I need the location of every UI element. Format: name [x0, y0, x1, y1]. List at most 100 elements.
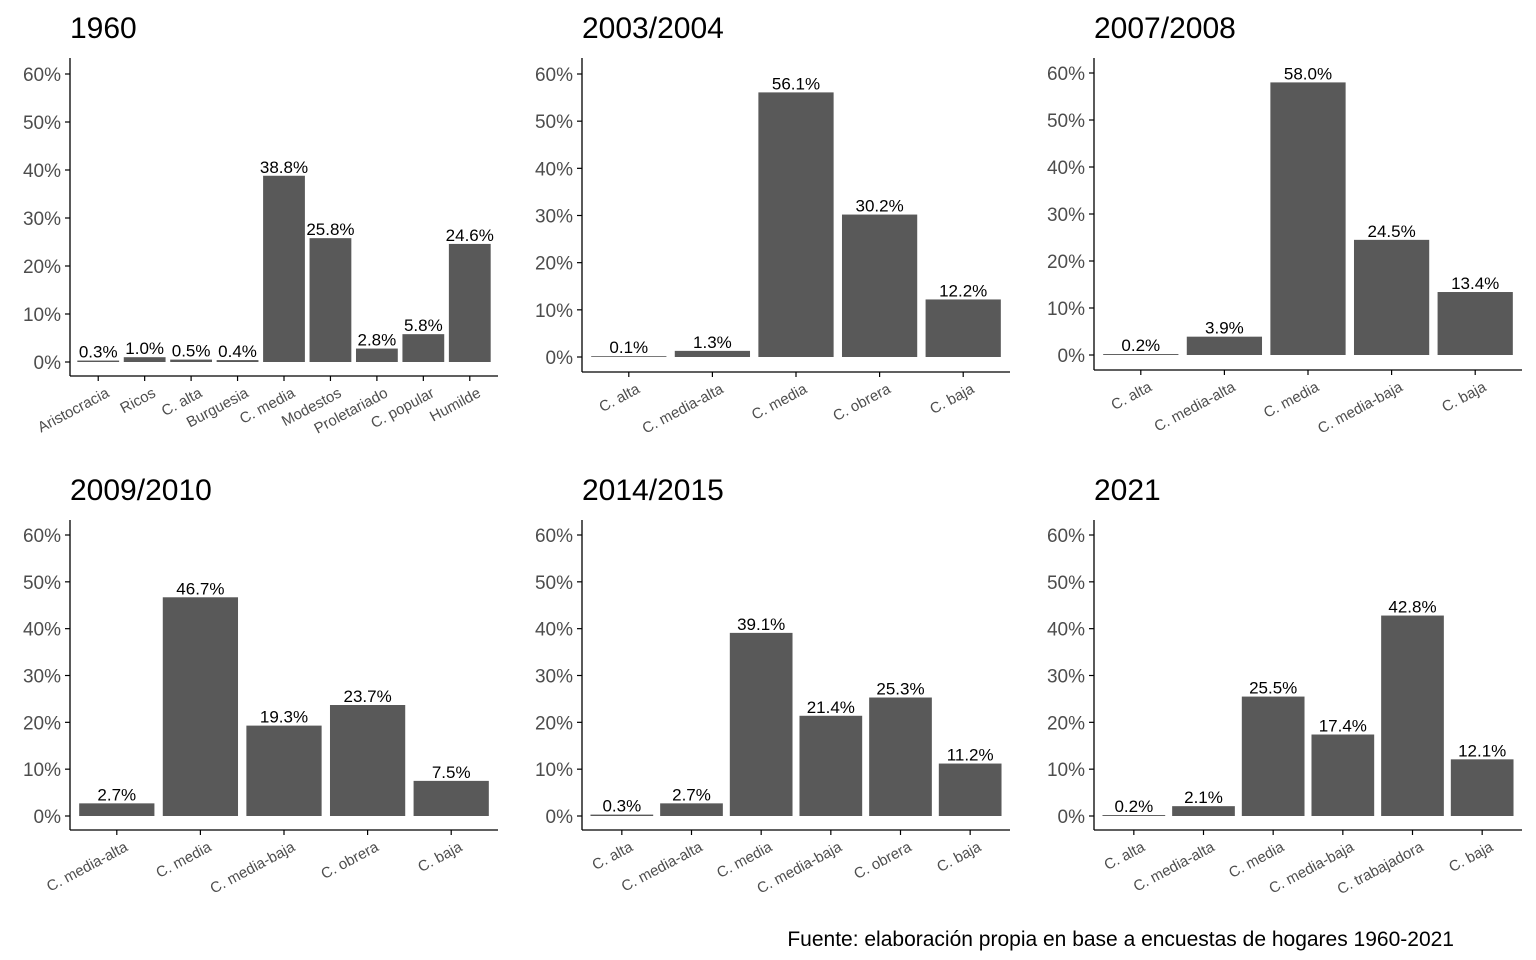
panel-5: 2014/2015 0% 10% 20% 30% 40% 50% 60% 0.3% C. alta…: [535, 474, 1010, 897]
y-tick-label: 50%: [1047, 111, 1085, 132]
x-tick-label: C. baja: [934, 838, 985, 876]
bar: [355, 348, 398, 362]
y-tick-label: 20%: [23, 713, 61, 734]
panel-title: 2014/2015: [582, 474, 724, 507]
y-tick-label: 50%: [535, 112, 573, 133]
bar: [590, 814, 654, 816]
bar-value-label: 24.5%: [1367, 222, 1415, 241]
panel-title: 2021: [1094, 474, 1161, 507]
y-tick-label: 10%: [535, 301, 573, 322]
y-tick-label: 30%: [1047, 205, 1085, 226]
y-tick-label: 10%: [535, 760, 573, 781]
y-tick-label: 50%: [23, 573, 61, 594]
bar: [309, 238, 352, 362]
x-tick-label: C. obrera: [318, 838, 382, 883]
bar: [1102, 815, 1166, 816]
bar-value-label: 5.8%: [404, 316, 443, 335]
y-tick-label: 20%: [535, 254, 573, 275]
bar-value-label: 0.1%: [609, 338, 648, 357]
y-tick-label: 40%: [1047, 620, 1085, 641]
x-tick-label: C. media-baja: [1315, 378, 1406, 437]
bar-value-label: 13.4%: [1451, 274, 1499, 293]
y-tick-label: 0%: [34, 353, 62, 374]
y-tick-label: 0%: [546, 807, 574, 828]
bar: [246, 725, 322, 816]
y-tick-label: 30%: [1047, 667, 1085, 688]
y-tick-label: 50%: [1047, 573, 1085, 594]
x-tick-label: C. media: [749, 380, 811, 423]
panel-1: 1960 0% 10% 20% 30% 40% 50% 60% 0.3% Aristocracia…: [23, 12, 498, 438]
y-tick-label: 10%: [23, 760, 61, 781]
x-tick-label: C. baja: [415, 838, 466, 876]
panel-title: 2007/2008: [1094, 12, 1236, 45]
y-tick-label: 60%: [1047, 526, 1085, 547]
bar-value-label: 17.4%: [1319, 717, 1367, 736]
y-tick-label: 50%: [535, 573, 573, 594]
bar: [162, 597, 239, 816]
y-tick-label: 0%: [546, 348, 574, 369]
bar-value-label: 25.8%: [306, 220, 354, 239]
bar-value-label: 56.1%: [772, 74, 820, 93]
y-tick-label: 0%: [1058, 346, 1086, 367]
y-tick-label: 40%: [23, 161, 61, 182]
bar-value-label: 12.1%: [1458, 741, 1506, 760]
y-tick-label: 10%: [23, 305, 61, 326]
bar: [402, 334, 445, 362]
bar-value-label: 0.2%: [1114, 797, 1153, 816]
x-tick-label: C. media-alta: [1152, 378, 1239, 435]
x-tick-label: C. media-baja: [207, 838, 298, 897]
bar: [329, 705, 406, 816]
bar: [79, 803, 155, 816]
y-tick-label: 20%: [535, 713, 573, 734]
bar-value-label: 19.3%: [260, 708, 308, 727]
bar-value-label: 2.1%: [1184, 788, 1223, 807]
y-tick-label: 40%: [535, 159, 573, 180]
y-tick-label: 10%: [1047, 299, 1085, 320]
bar-value-label: 2.7%: [97, 785, 136, 804]
panel-3: 2007/2008 0% 10% 20% 30% 40% 50% 60% 0.2% C. alta…: [1047, 12, 1522, 437]
bar: [1186, 336, 1263, 355]
x-tick-label: C. obrera: [830, 380, 894, 425]
bar: [1103, 354, 1179, 355]
bar-value-label: 12.2%: [939, 281, 987, 300]
bar-value-label: 11.2%: [947, 746, 994, 765]
x-tick-label: C. obrera: [851, 838, 915, 883]
y-tick-label: 0%: [34, 807, 62, 828]
bar: [263, 175, 305, 362]
y-tick-label: 10%: [1047, 760, 1085, 781]
bar-value-label: 0.3%: [602, 797, 641, 816]
x-tick-label: C. media-alta: [44, 838, 131, 895]
x-tick-label: C. media-alta: [640, 380, 727, 437]
bar-value-label: 42.8%: [1388, 598, 1436, 617]
source-caption: Fuente: elaboración propia en base a enc…: [787, 928, 1454, 951]
panel-title: 2009/2010: [70, 474, 212, 507]
y-tick-label: 20%: [23, 257, 61, 278]
bar: [1450, 759, 1514, 816]
y-tick-label: 50%: [23, 113, 61, 134]
bar-value-label: 7.5%: [432, 763, 471, 782]
x-tick-label: C. baja: [1439, 378, 1490, 416]
y-tick-label: 30%: [23, 667, 61, 688]
y-tick-label: 40%: [23, 620, 61, 641]
y-tick-label: 40%: [1047, 158, 1085, 179]
y-tick-label: 60%: [23, 65, 61, 86]
x-tick-label: C. alta: [596, 380, 643, 416]
bar: [660, 803, 723, 816]
bar-value-label: 0.4%: [218, 342, 257, 361]
bar-value-label: 0.2%: [1121, 336, 1160, 355]
bar-value-label: 2.7%: [672, 785, 711, 804]
y-tick-label: 60%: [535, 65, 573, 86]
bar: [925, 299, 1001, 357]
bar-value-label: 21.4%: [807, 698, 855, 717]
panel-6: 2021 0% 10% 20% 30% 40% 50% 60% 0.2% C. alta 2.1% C…: [1047, 474, 1522, 898]
x-tick-label: C. baja: [927, 380, 978, 418]
y-tick-label: 30%: [23, 209, 61, 230]
bar-value-label: 0.5%: [172, 342, 211, 361]
bar-value-label: 1.0%: [125, 339, 164, 358]
x-tick-label: Ricos: [117, 385, 158, 418]
bar-value-label: 2.8%: [358, 331, 397, 350]
bar: [1381, 615, 1444, 816]
y-tick-label: 30%: [535, 667, 573, 688]
bar: [1353, 239, 1430, 355]
